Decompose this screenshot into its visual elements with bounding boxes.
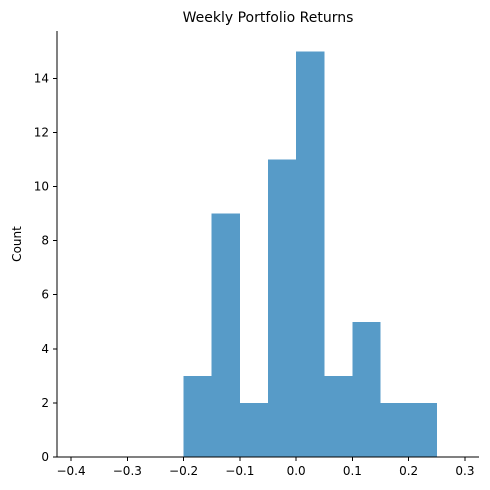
y-tick-label: 4: [41, 342, 49, 356]
x-tick-label: 0.0: [287, 464, 306, 478]
histogram-bar: [183, 375, 212, 457]
histogram-bar: [211, 213, 240, 457]
x-tick-label: 0.3: [455, 464, 474, 478]
x-tick-label: −0.1: [225, 464, 254, 478]
histogram-bar: [324, 375, 353, 457]
histogram-bar: [408, 402, 437, 457]
histogram-bar: [352, 321, 381, 457]
y-tick-label: 10: [34, 180, 49, 194]
y-tick-label: 8: [41, 234, 49, 248]
x-tick-label: −0.3: [113, 464, 142, 478]
y-axis-label: Count: [10, 226, 24, 262]
y-tick-label: 12: [34, 125, 49, 139]
y-ticks-group: 0 2 4 6 8 10 12 14: [34, 71, 57, 464]
y-tick-label: 2: [41, 396, 49, 410]
x-tick-label: 0.2: [399, 464, 418, 478]
bars-group: [183, 51, 437, 458]
histogram-bar: [296, 51, 325, 457]
x-tick-label: 0.1: [343, 464, 362, 478]
y-tick-label: 6: [41, 288, 49, 302]
y-tick-label: 14: [34, 71, 49, 85]
histogram-bar: [239, 402, 268, 457]
x-tick-label: −0.4: [56, 464, 85, 478]
x-ticks-group: −0.4 −0.3 −0.2 −0.1 0.0 0.1 0.2 0.3: [56, 457, 474, 478]
x-tick-label: −0.2: [169, 464, 198, 478]
histogram-bar: [268, 159, 297, 458]
y-tick-label: 0: [41, 450, 49, 464]
histogram-bar: [380, 402, 409, 457]
chart-title: Weekly Portfolio Returns: [183, 10, 354, 26]
